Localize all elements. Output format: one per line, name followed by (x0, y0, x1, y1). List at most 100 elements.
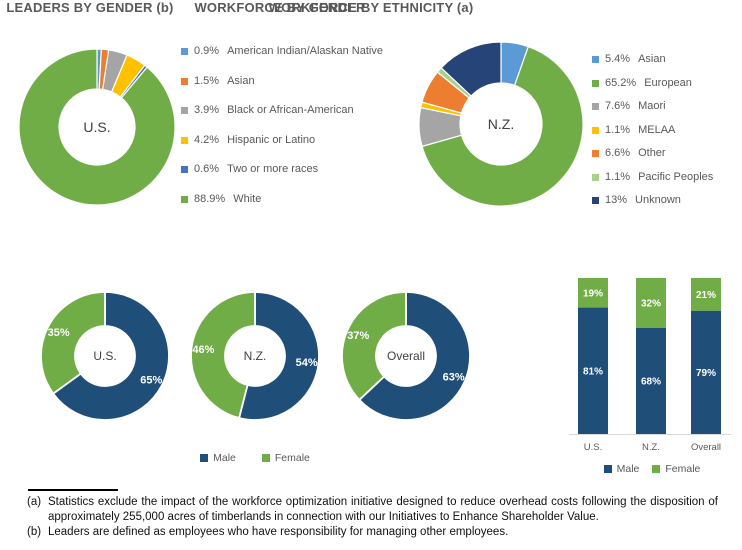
donut-center-label: Overall (387, 349, 425, 363)
legend-item-black-or-african-american: 3.9% Black or African-American (181, 105, 383, 116)
legend-label: White (233, 192, 262, 205)
footnote-b-text: Leaders are defined as employees who hav… (48, 526, 509, 538)
donut-center-label: U.S. (83, 119, 110, 135)
footnote-b: (b) Leaders are defined as employees who … (27, 525, 718, 540)
overall-gender-donut-chart: 63% 37% Overall (341, 291, 471, 421)
donut-slice-male (51, 291, 170, 421)
x-axis-label-u-s: U.S. (584, 442, 602, 453)
legend-label: Hispanic or Latino (227, 133, 316, 146)
x-axis-label-n-z: N.Z. (642, 442, 660, 453)
legend-label: MELAA (638, 123, 676, 136)
legend-swatch (181, 107, 188, 114)
legend-item-other: 6.6% Other (592, 148, 713, 159)
footnote-a: (a) Statistics exclude the impact of the … (27, 495, 718, 525)
bar-value-label-female-n-z: 32% (641, 299, 661, 310)
legend-swatch (592, 103, 599, 110)
legend-swatch (181, 136, 188, 144)
slice-value-label-female: 46% (192, 344, 214, 356)
legend-swatch (592, 126, 599, 134)
leaders-stacked-bar-chart: 19% 81% U.S. 32% 68% N.Z. 21% 79% Overall (569, 278, 731, 453)
legend-item-asian: 1.5% Asian (181, 74, 383, 87)
bar-segment-female-u-s (578, 278, 608, 308)
gender-legend: Male Female (75, 452, 435, 464)
legend-item-american-indian-alaskan-native: 0.9% American Indian/Alaskan Native (181, 46, 383, 57)
legend-item-hispanic-or-latino: 4.2% Hispanic or Latino (181, 133, 383, 146)
slice-value-label-female: 37% (347, 330, 369, 342)
footnote-a-text: Statistics exclude the impact of the wor… (48, 496, 718, 523)
legend-swatch (261, 454, 270, 462)
legend-item-pacific-peoples: 1.1% Pacific Peoples (592, 170, 713, 183)
legend-percent: 88.9% (194, 192, 226, 205)
legend-swatch (603, 465, 612, 473)
bar-segment-female-overall (691, 278, 721, 311)
bar-value-label-female-overall: 21% (696, 290, 716, 301)
legend-label: American Indian/Alaskan Native (227, 45, 383, 57)
bar-value-label-female-u-s: 19% (583, 288, 603, 299)
legend-percent: 4.2% (194, 133, 220, 146)
gender-chart-title: WORKFORCE BY GENDER (194, 0, 366, 15)
legend-label: Female (274, 452, 310, 464)
legend-percent: 1.5% (194, 74, 220, 87)
bar-segment-male-n-z (636, 327, 666, 434)
donut-center-label: N.Z. (488, 116, 514, 132)
legend-label: Unknown (635, 194, 681, 206)
legend-item-asian: 5.4% Asian (592, 54, 713, 65)
nz-ethnicity-donut-chart: N.Z. (418, 41, 584, 207)
footnote-a-marker: (a) (27, 496, 42, 508)
legend-percent: 3.9% (194, 104, 220, 116)
legend-label: Male (616, 463, 640, 475)
donut-slice-white (18, 48, 176, 206)
legend-label: Asian (227, 74, 255, 87)
footnote-separator-line (28, 489, 118, 491)
legend-item-white: 88.9% White (181, 192, 383, 205)
legend-label: Female (665, 463, 701, 475)
legend-swatch (592, 197, 599, 204)
leaders-legend: Male Female (562, 463, 742, 475)
bar-value-label-male-u-s: 81% (583, 366, 603, 377)
legend-item-two-or-more-races: 0.6% Two or more races (181, 164, 383, 175)
x-axis-label-overall: Overall (691, 442, 721, 453)
legend-swatch (181, 77, 188, 85)
legend-percent: 1.1% (605, 123, 631, 136)
nz-ethnicity-legend: 5.4% Asian 65.2% European 7.6% Maori 1.1% MELAA… (592, 54, 713, 206)
bar-segment-male-u-s (578, 307, 608, 434)
legend-label: Male (213, 452, 236, 464)
bar-segment-male-overall (691, 310, 721, 434)
bar-value-label-male-n-z: 68% (641, 377, 661, 388)
legend-item-maori: 7.6% Maori (592, 101, 713, 112)
legend-percent: 65.2% (605, 76, 637, 89)
us-gender-donut-chart: 65% 35% U.S. (40, 291, 170, 421)
donut-slice-unknown (440, 41, 502, 97)
slice-value-label-male: 65% (140, 374, 162, 386)
legend-swatch (592, 173, 599, 181)
legend-label: Asian (638, 53, 666, 65)
legend-item-unknown: 13% Unknown (592, 195, 713, 206)
bar-value-label-male-overall: 79% (696, 368, 716, 379)
legend-percent: 7.6% (605, 100, 631, 112)
bar-segment-female-n-z (636, 278, 666, 328)
legend-swatch (181, 166, 188, 173)
legend-label: Maori (638, 100, 666, 112)
legend-percent: 13% (605, 194, 628, 206)
legend-percent: 0.6% (194, 163, 220, 175)
legend-swatch (592, 79, 599, 87)
legend-item-european: 65.2% European (592, 76, 713, 89)
donut-slice-male (358, 291, 471, 421)
legend-item-melaa: 1.1% MELAA (592, 123, 713, 136)
legend-label: Other (638, 147, 666, 159)
legend-percent: 1.1% (605, 170, 631, 183)
legend-swatch (181, 195, 188, 203)
legend-label: Black or African-American (227, 104, 354, 116)
legend-percent: 0.9% (194, 45, 220, 57)
footnote-b-marker: (b) (27, 526, 42, 538)
legend-label: Two or more races (227, 163, 319, 175)
donut-center-label: U.S. (93, 349, 116, 363)
footnotes: (a) Statistics exclude the impact of the … (27, 495, 718, 540)
donut-slice-european (421, 45, 584, 207)
donut-slice-female (190, 291, 256, 420)
slice-value-label-male: 63% (443, 371, 465, 383)
legend-percent: 5.4% (605, 53, 631, 65)
legend-swatch (592, 56, 599, 63)
slice-value-label-female: 35% (48, 327, 70, 339)
legend-swatch (592, 150, 599, 157)
